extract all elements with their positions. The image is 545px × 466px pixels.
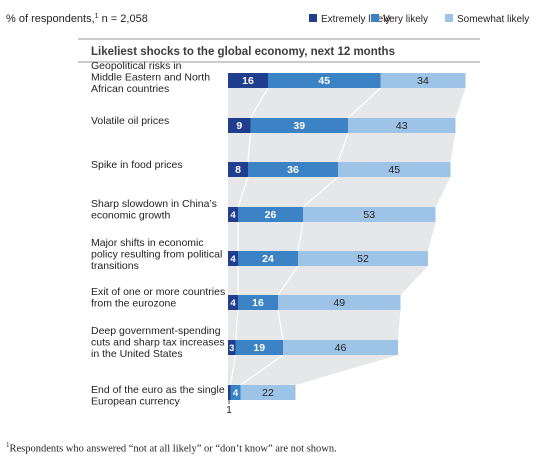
legend-swatch [309,14,317,22]
bar-segment [230,385,241,400]
bars: 16 45 34 9 39 43 8 36 45 4 26 53 4 24 52 4 16 49 3 19 46 4 22 [228,73,466,400]
data-label: 4 [230,210,236,221]
callouts: 1 [226,400,232,416]
bar-segment [380,73,466,88]
data-label: 9 [236,120,242,132]
bar-segment [228,73,268,88]
connector-line [237,176,249,208]
data-label: 46 [335,342,347,354]
data-label: 26 [265,209,277,221]
connector-line [229,354,237,386]
data-label: 36 [287,164,299,176]
connector-line [234,309,239,341]
connector-line [240,354,284,386]
legend-swatch [445,14,453,22]
bar-segment [250,118,348,133]
data-label: 16 [242,75,254,87]
bar-segment [338,162,451,177]
legend-label: Somewhat likely [457,14,529,25]
bar-segment [283,340,398,355]
data-label: 22 [262,387,274,399]
category-label: Exit of one or more countries from the eu… [91,286,225,310]
category-label: Major shifts in economic policy resulting… [91,237,222,272]
category-label: Volatile oil prices [91,115,169,127]
legend-swatch [371,14,379,22]
data-label: 49 [333,297,345,309]
bar-segment [303,207,436,222]
data-label: 19 [253,342,265,354]
category-label: Spike in food prices [91,159,183,171]
bar-segment [228,295,238,310]
bar-segment [238,207,303,222]
bar-segment [228,385,231,400]
data-label: 43 [396,120,408,132]
bar-segment [228,118,251,133]
legend-label: Very likely [383,14,428,25]
connector-line [337,132,349,163]
data-label: 16 [252,297,264,309]
connector-band [228,73,466,400]
footnote: 1Respondents who answered “not at all li… [6,441,337,455]
category-labels: Geopolitical risks in Middle Eastern and … [91,60,225,408]
legend-label: Extremely likely [321,14,390,25]
category-label: Deep government-spending cuts and sharp t… [91,325,225,360]
data-label: 34 [417,75,429,87]
data-label: 39 [293,120,305,132]
bar-segment [228,251,238,266]
bar-segment [228,340,236,355]
callout-label: 1 [226,405,232,416]
data-label: 45 [318,75,330,87]
data-label: 8 [235,164,241,176]
bar-segment [248,162,338,177]
connector-bands [228,73,466,400]
data-label: 52 [357,253,369,265]
data-label: 24 [262,253,274,265]
bar-segment [228,162,248,177]
data-label: 4 [230,254,236,265]
bar-segment [235,340,283,355]
category-label: End of the euro as the single European cu… [91,384,225,408]
bar-segment [348,118,456,133]
category-label: Geopolitical risks in Middle Eastern and … [91,60,210,95]
data-label: 45 [388,164,400,176]
bar-segment [268,73,381,88]
data-label: 4 [230,298,236,309]
respondents-note: % of respondents,1 n = 2,058 [6,13,148,25]
connector-line [249,87,269,119]
data-label: 53 [363,209,375,221]
bar-segment [240,385,296,400]
data-label: 4 [233,388,239,399]
bar-segment [228,207,238,222]
bar-segment [298,251,428,266]
connector-line [277,309,284,341]
category-label: Sharp slowdown in China’s economic growth [91,198,217,222]
connector-line [302,176,339,208]
connector-line [277,265,299,296]
bar-segment [238,251,298,266]
chart-title: Likeliest shocks to the global economy, … [91,46,395,58]
bar-segment [278,295,401,310]
connector-line [347,87,381,119]
connector-line [247,132,252,163]
bar-segment [238,295,278,310]
connector-line [297,221,304,252]
data-label: 3 [229,343,234,354]
